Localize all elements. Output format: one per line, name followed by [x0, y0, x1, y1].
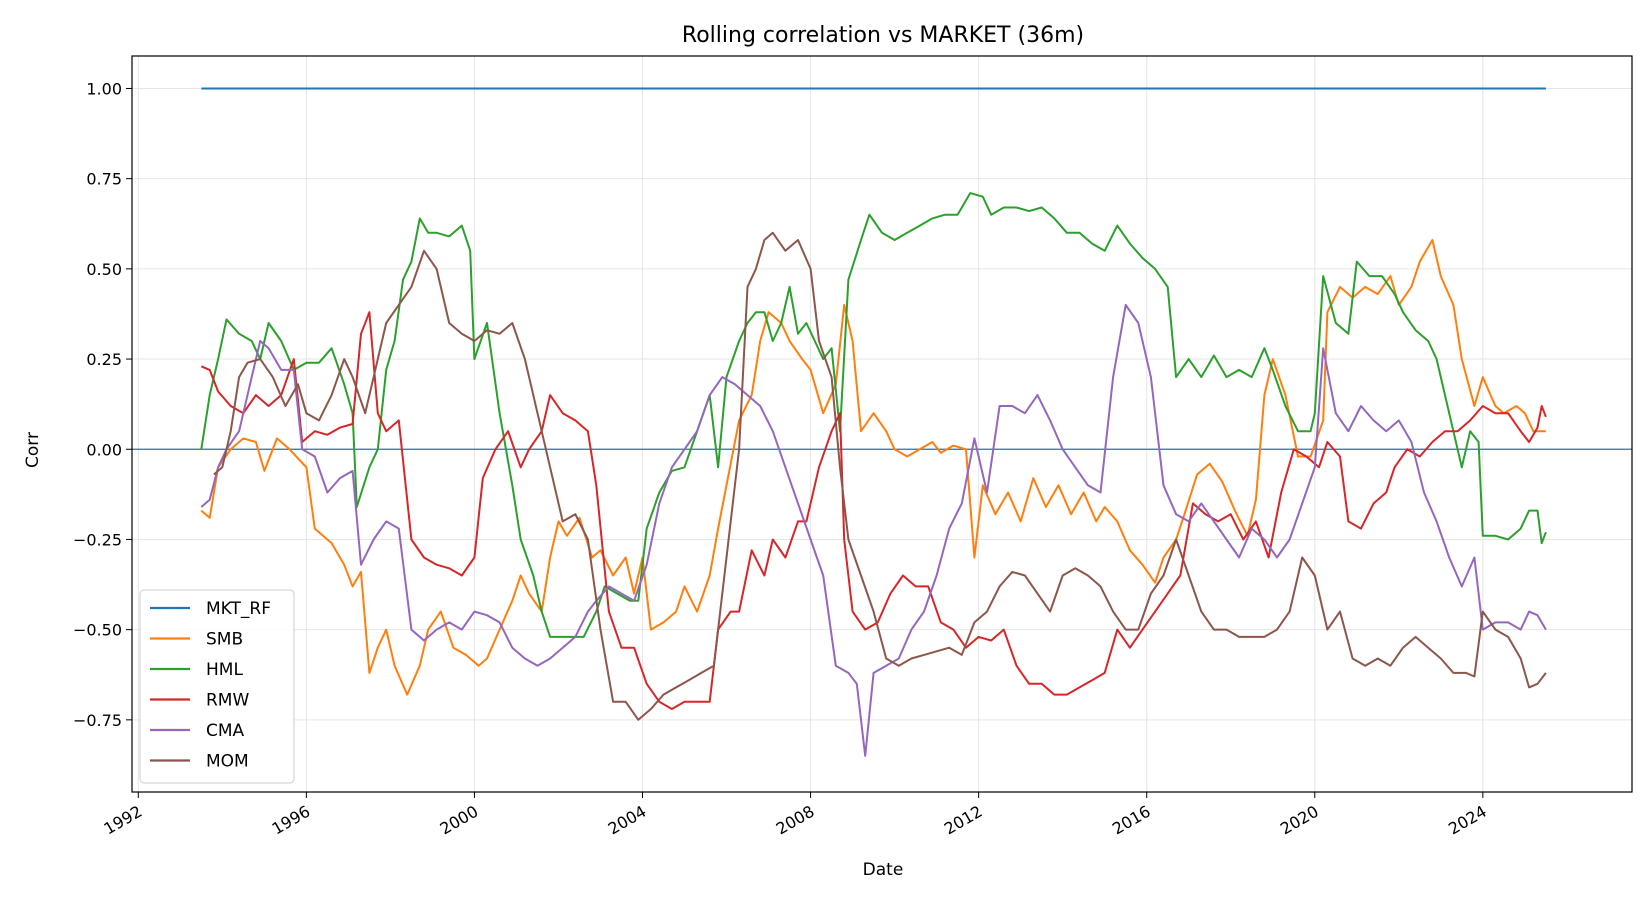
series-line-smb [200, 239, 1546, 696]
y-tick-label: 0.50 [86, 260, 122, 279]
legend-label-cma: CMA [206, 721, 245, 741]
legend-label-smb: SMB [206, 630, 243, 650]
series-lines [200, 87, 1547, 757]
x-axis-title: Date [863, 860, 904, 880]
series-line-cma [200, 303, 1547, 757]
y-tick-label: −0.75 [73, 711, 122, 730]
y-tick-label: −0.50 [73, 621, 122, 640]
y-axis-title: Corr [23, 432, 43, 468]
series-line-rmw [200, 311, 1547, 710]
legend: MKT_RF SMB HML RMW CMA MOM [139, 589, 295, 784]
legend-label-mom: MOM [206, 752, 249, 772]
y-axis-ticks: −0.75 −0.50 −0.25 0.00 0.25 0.50 0.75 1.00 [73, 79, 132, 730]
legend-label-mkt_rf: MKT_RF [206, 599, 271, 619]
plot-area-frame [131, 55, 1633, 793]
y-tick-label: 0.25 [86, 350, 122, 369]
grid [132, 56, 1632, 792]
y-tick-label: −0.25 [73, 530, 122, 549]
chart-title: Rolling correlation vs MARKET (36m) [682, 23, 1084, 48]
y-tick-label: 0.00 [86, 440, 122, 459]
legend-label-hml: HML [206, 660, 243, 680]
legend-label-rmw: RMW [206, 691, 249, 711]
y-tick-label: 1.00 [86, 79, 122, 98]
series-line-mom [213, 231, 1547, 721]
y-tick-label: 0.75 [86, 170, 122, 189]
